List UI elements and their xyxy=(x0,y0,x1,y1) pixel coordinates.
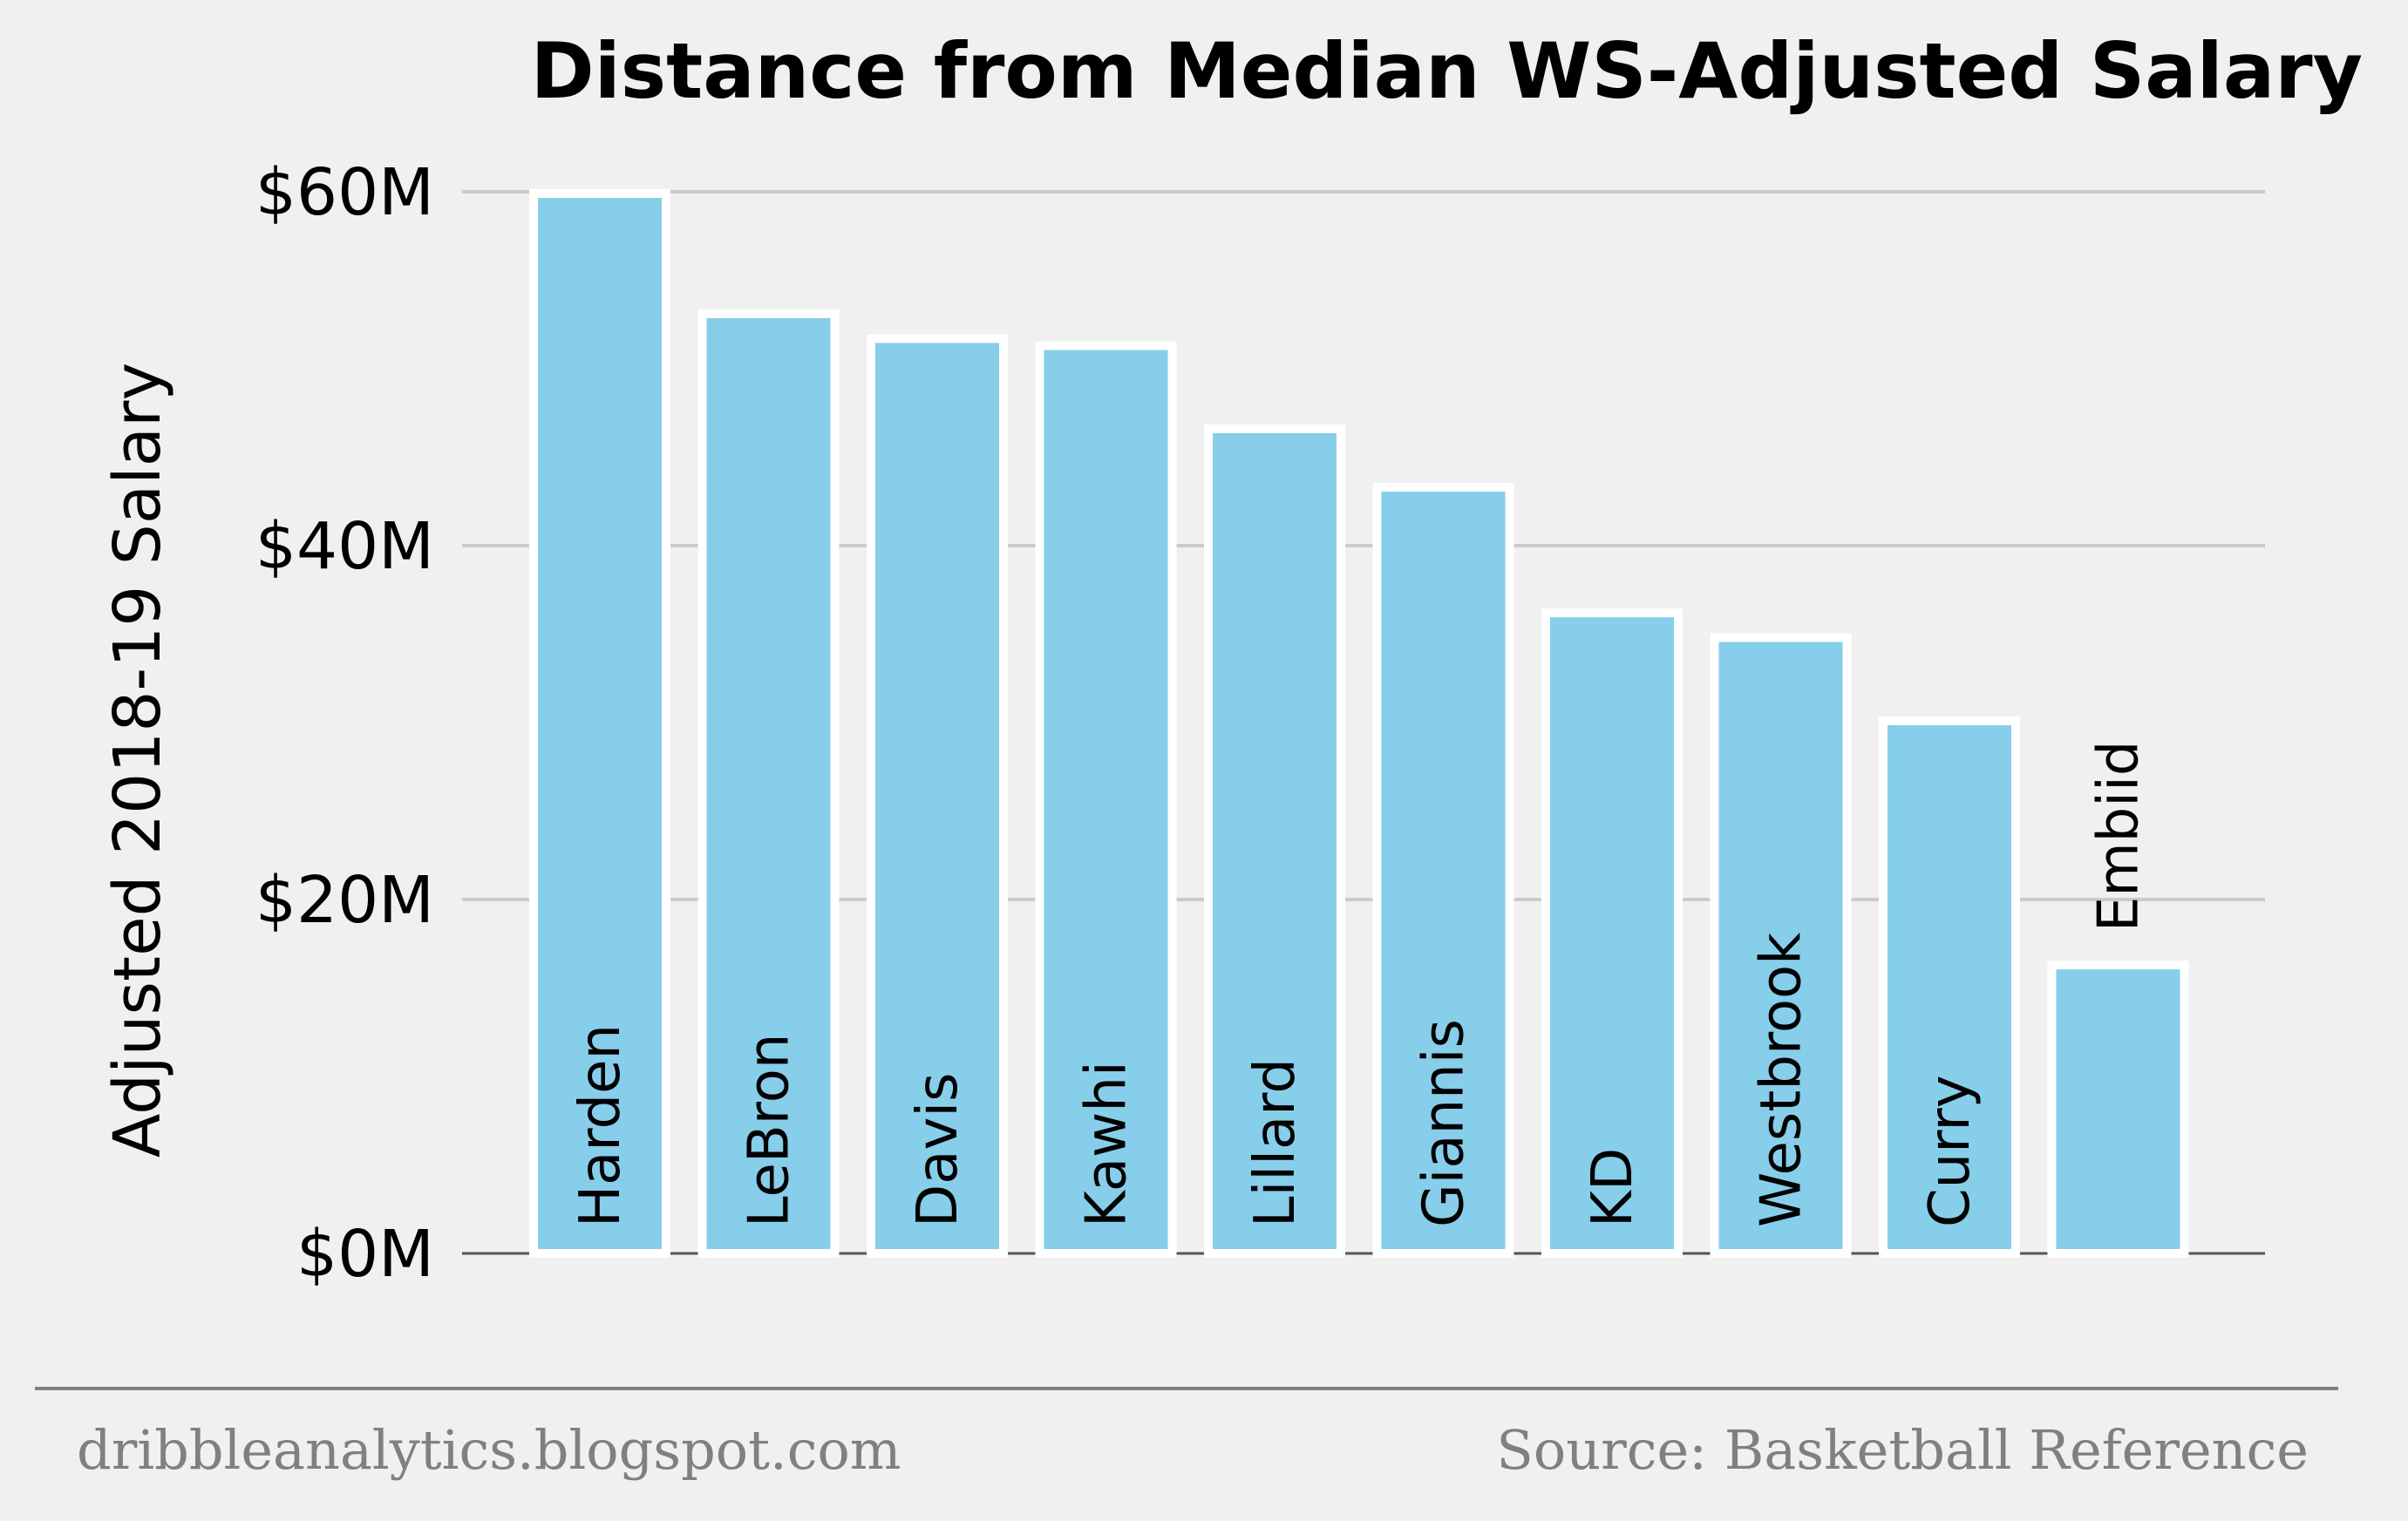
y-axis-ticks: $0M $20M $40M $60M xyxy=(255,155,434,1292)
footer-source: Source: Basketball Reference xyxy=(1496,1418,2309,1482)
bar xyxy=(1204,424,1345,1258)
bar-label: LeBron xyxy=(738,1034,802,1227)
y-tick-label: $0M xyxy=(296,1217,434,1292)
y-axis-label: Adjusted 2018-19 Salary xyxy=(100,363,175,1158)
bar xyxy=(867,334,1008,1258)
bar-label: Westbrook xyxy=(1750,933,1814,1227)
y-tick-label: $60M xyxy=(255,155,434,230)
bar xyxy=(1879,716,2020,1258)
footer-site: dribbleanalytics.blogspot.com xyxy=(77,1418,901,1482)
bar-label: Giannis xyxy=(1412,1019,1477,1227)
y-tick-label: $20M xyxy=(255,863,434,938)
bar-label: Kawhi xyxy=(1075,1061,1139,1227)
bar xyxy=(1035,341,1177,1258)
bar-label: Harden xyxy=(568,1024,633,1227)
bar-label: Embiid xyxy=(2087,741,2152,933)
bar-label: Davis xyxy=(906,1073,970,1228)
y-tick-label: $40M xyxy=(255,509,434,584)
bar-label: Lillard xyxy=(1243,1058,1308,1227)
bar xyxy=(529,189,670,1258)
bar-label: Curry xyxy=(1918,1075,1983,1227)
chart-title: Distance from Median WS-Adjusted Salary xyxy=(531,26,2363,116)
bars xyxy=(529,189,2189,1259)
bar xyxy=(2047,961,2189,1258)
bar xyxy=(1541,608,1683,1258)
bar xyxy=(1372,483,1514,1258)
bar-label: KD xyxy=(1581,1148,1645,1227)
bar xyxy=(697,309,840,1259)
bar-labels: Harden LeBron Davis Kawhi Lillard Giannis KD We… xyxy=(568,741,2152,1227)
bar xyxy=(1710,633,1852,1258)
